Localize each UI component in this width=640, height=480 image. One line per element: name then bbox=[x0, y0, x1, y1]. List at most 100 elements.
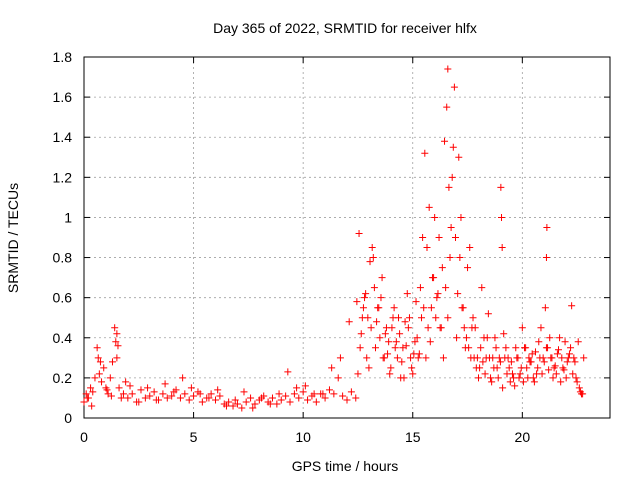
y-tick-label: 0.4 bbox=[53, 330, 73, 346]
data-point bbox=[494, 374, 502, 382]
data-point bbox=[543, 223, 551, 231]
x-tick-label: 20 bbox=[515, 429, 531, 445]
data-point bbox=[433, 294, 441, 302]
data-point bbox=[403, 290, 411, 298]
data-point bbox=[477, 344, 485, 352]
data-point bbox=[187, 384, 195, 392]
data-point bbox=[443, 103, 451, 111]
data-point bbox=[190, 392, 198, 400]
data-point bbox=[282, 392, 290, 400]
data-point bbox=[451, 234, 459, 241]
data-point bbox=[365, 364, 373, 372]
data-point bbox=[419, 234, 427, 241]
data-point bbox=[396, 330, 404, 338]
data-point bbox=[367, 324, 375, 332]
data-point bbox=[506, 378, 514, 386]
data-point bbox=[336, 354, 344, 362]
data-point bbox=[507, 358, 515, 366]
data-point bbox=[488, 378, 496, 386]
x-tick-label: 15 bbox=[405, 429, 421, 445]
data-point bbox=[397, 374, 405, 382]
data-point bbox=[528, 350, 536, 358]
data-point bbox=[421, 149, 429, 157]
data-point bbox=[508, 370, 516, 378]
data-point bbox=[516, 370, 524, 378]
x-tick-label: 5 bbox=[190, 429, 198, 445]
data-point bbox=[554, 346, 562, 354]
data-point bbox=[446, 254, 454, 262]
data-point bbox=[353, 298, 361, 306]
data-point bbox=[124, 394, 132, 402]
data-point bbox=[430, 274, 438, 282]
data-point bbox=[258, 394, 266, 402]
data-point bbox=[251, 400, 259, 408]
data-point bbox=[492, 344, 500, 352]
data-point bbox=[471, 324, 479, 332]
data-point bbox=[561, 338, 569, 346]
data-point bbox=[330, 390, 338, 398]
data-point bbox=[321, 394, 329, 402]
data-point bbox=[407, 354, 415, 362]
y-tick-label: 1.6 bbox=[53, 89, 73, 105]
data-point bbox=[94, 354, 102, 362]
data-point bbox=[299, 388, 307, 396]
data-point bbox=[565, 350, 573, 358]
data-point bbox=[359, 304, 367, 312]
data-point bbox=[404, 324, 412, 332]
data-point bbox=[117, 394, 125, 402]
data-point bbox=[362, 290, 370, 298]
data-point bbox=[115, 384, 123, 392]
data-point bbox=[82, 390, 90, 398]
data-point bbox=[304, 396, 312, 404]
data-point bbox=[373, 318, 381, 326]
data-point bbox=[518, 324, 526, 332]
data-point bbox=[423, 244, 431, 252]
data-point bbox=[573, 378, 581, 386]
y-tick-labels: 0 0.2 0.4 0.6 0.8 1 1.2 1.4 1.6 1.8 bbox=[53, 49, 73, 426]
data-point bbox=[580, 354, 588, 362]
data-point bbox=[233, 400, 241, 408]
data-point bbox=[420, 304, 428, 312]
data-point bbox=[412, 298, 420, 306]
data-point bbox=[411, 338, 419, 346]
data-point bbox=[522, 344, 530, 352]
data-point bbox=[537, 324, 545, 332]
data-point bbox=[284, 368, 292, 376]
data-point bbox=[467, 354, 475, 362]
data-point bbox=[535, 338, 543, 346]
data-point bbox=[240, 388, 248, 396]
data-point bbox=[526, 358, 534, 366]
plot-frame bbox=[83, 56, 611, 419]
data-point bbox=[176, 394, 184, 402]
data-point bbox=[405, 314, 413, 322]
data-point bbox=[546, 334, 554, 342]
data-point bbox=[424, 324, 432, 332]
data-point bbox=[498, 213, 506, 221]
data-point bbox=[557, 378, 565, 386]
data-point bbox=[212, 396, 219, 404]
x-axis-label: GPS time / hours bbox=[292, 458, 399, 474]
data-point bbox=[334, 374, 342, 382]
data-point bbox=[567, 344, 575, 352]
y-tick-label: 1 bbox=[64, 209, 72, 225]
data-point bbox=[512, 344, 520, 352]
data-point bbox=[286, 398, 294, 406]
data-point bbox=[410, 350, 418, 358]
y-tick-label: 0.2 bbox=[53, 370, 73, 386]
data-point bbox=[249, 404, 257, 412]
y-axis-label: SRMTID / TECUs bbox=[5, 183, 21, 293]
data-point bbox=[393, 354, 401, 362]
data-point bbox=[569, 370, 577, 378]
data-point bbox=[277, 396, 285, 404]
data-point bbox=[416, 284, 424, 292]
data-point bbox=[517, 364, 525, 372]
data-point bbox=[170, 388, 178, 396]
data-point bbox=[112, 338, 120, 346]
data-point bbox=[476, 364, 484, 372]
data-point bbox=[122, 378, 130, 386]
data-point bbox=[545, 366, 553, 374]
data-point bbox=[552, 370, 560, 378]
data-point bbox=[392, 338, 400, 346]
x-tick-label: 10 bbox=[295, 429, 311, 445]
data-point bbox=[432, 314, 440, 322]
